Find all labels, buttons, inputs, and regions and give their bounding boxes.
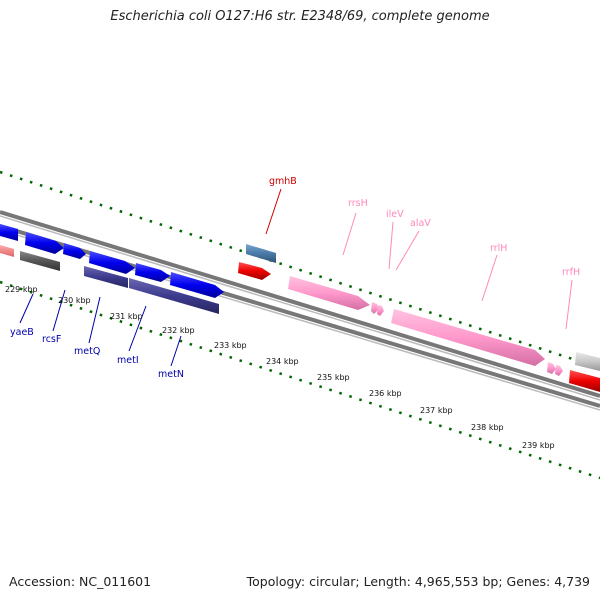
gene-gray[interactable] [20, 251, 60, 271]
kbp-label: 237 kbp [420, 406, 453, 415]
gene-label-metI: metI [117, 355, 139, 366]
gene-cds-metN-arrow[interactable] [170, 272, 224, 298]
kbp-label: 234 kbp [266, 357, 299, 366]
gene-lightgray-right[interactable] [575, 352, 600, 371]
genome-backbone-inner [0, 215, 600, 401]
label-leaders [19, 188, 573, 367]
gene-metQ-purple[interactable] [84, 266, 128, 288]
kbp-label: 230 kbp [58, 296, 91, 305]
gene-labels: yaeB rcsF metQ metI metN gmhB rrsH ileV … [10, 176, 580, 380]
gene-alaV[interactable] [377, 305, 384, 316]
outer-dotted-track [0, 170, 600, 370]
genome-backbone-outer [0, 210, 600, 398]
gene-rrfH-a[interactable] [547, 362, 556, 374]
kbp-label: 232 kbp [162, 326, 195, 335]
gene-label-metN: metN [158, 369, 184, 380]
inner-dotted-track [0, 280, 600, 480]
gene-cds-metI-arrow[interactable] [135, 263, 170, 282]
gene-red-right[interactable] [569, 370, 600, 392]
kbp-label: 233 kbp [214, 341, 247, 350]
kbp-axis-labels: 229 kbp 230 kbp 231 kbp 232 kbp 233 kbp … [5, 285, 555, 450]
gene-label-alaV: alaV [410, 218, 431, 229]
topology-text: Topology: circular; Length: 4,965,553 bp… [246, 574, 590, 589]
gene-red-arrow-1[interactable] [238, 262, 271, 280]
gene-rrlH[interactable] [391, 309, 545, 366]
gene-label-rcsF: rcsF [42, 334, 61, 345]
accession-text: Accession: NC_011601 [9, 574, 152, 589]
gene-label-metQ: metQ [74, 346, 100, 357]
kbp-label: 229 kbp [5, 285, 38, 294]
gene-rrfH-b[interactable] [555, 365, 563, 376]
gene-label-rrfH: rrfH [562, 267, 580, 278]
kbp-label: 231 kbp [110, 312, 143, 321]
gene-metN-purple[interactable] [129, 278, 219, 314]
gene-label-rrsH: rrsH [348, 198, 368, 209]
genome-title: Escherichia coli O127:H6 str. E2348/69, … [110, 9, 490, 24]
gene-label-gmhB: gmhB [269, 176, 297, 187]
gene-partial-left[interactable] [0, 224, 18, 241]
kbp-label: 238 kbp [471, 423, 504, 432]
gene-cds-rcsF-arrow[interactable] [25, 232, 64, 254]
gene-features [0, 224, 600, 392]
gene-rrsH[interactable] [288, 276, 370, 310]
gene-cds-small-arrow[interactable] [63, 243, 86, 259]
kbp-label: 236 kbp [369, 389, 402, 398]
gene-label-rrlH: rrlH [490, 243, 507, 254]
kbp-label: 239 kbp [522, 441, 555, 450]
kbp-label: 235 kbp [317, 373, 350, 382]
gene-gmhB-steel[interactable] [246, 244, 276, 263]
gene-label-ileV: ileV [386, 209, 404, 220]
gene-salmon-left[interactable] [0, 245, 14, 257]
gene-ileV[interactable] [371, 302, 379, 314]
gene-label-yaeB: yaeB [10, 327, 34, 338]
gene-cds-metQ-arrow[interactable] [89, 251, 135, 274]
